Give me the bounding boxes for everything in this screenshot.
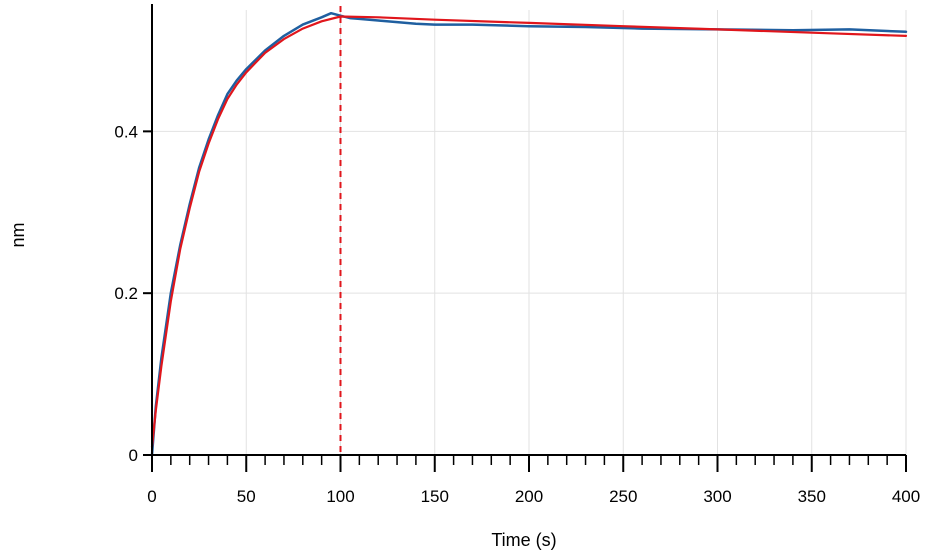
- fit-series-line: [150, 15, 908, 448]
- y-tick-label: 0.2: [114, 284, 138, 303]
- x-tick-label: 200: [515, 487, 543, 506]
- x-tick-label: 350: [798, 487, 826, 506]
- series-group: [150, 11, 908, 457]
- y-tick-label: 0: [129, 446, 138, 465]
- x-tick-label: 100: [326, 487, 354, 506]
- x-tick-label: 150: [421, 487, 449, 506]
- x-tick-label: 50: [237, 487, 256, 506]
- x-tick-label: 0: [147, 487, 156, 506]
- x-tick-label: 400: [892, 487, 920, 506]
- x-tick-label: 250: [609, 487, 637, 506]
- ticks: 0 50 100 150 200 250 300 350 400 0 0.2 0.4: [114, 122, 920, 506]
- x-axis-title: Time (s): [491, 530, 556, 550]
- grid: [152, 10, 907, 455]
- x-tick-label: 300: [703, 487, 731, 506]
- y-axis-title: nm: [8, 222, 28, 247]
- y-tick-label: 0.4: [114, 122, 138, 141]
